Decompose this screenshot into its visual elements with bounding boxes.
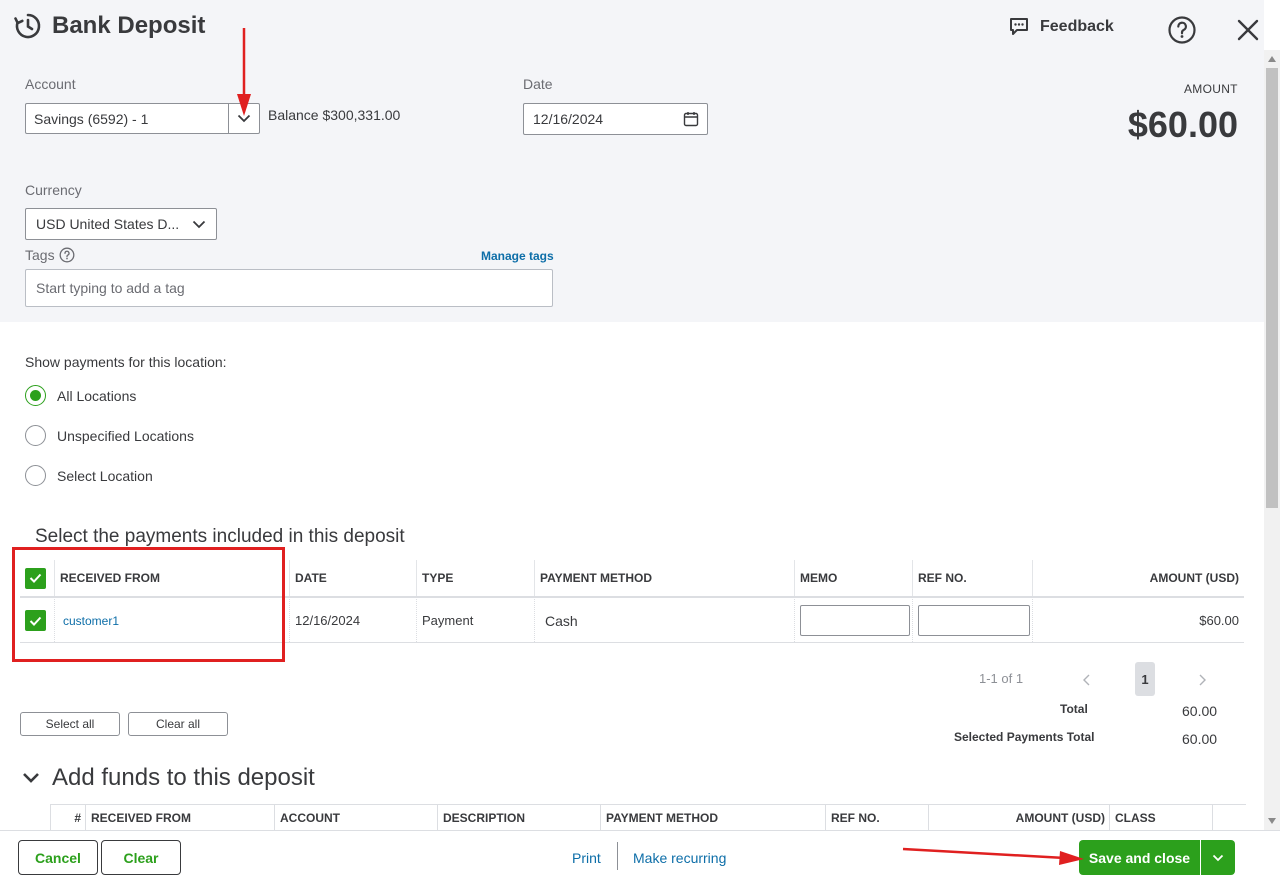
title-row: Bank Deposit [14, 12, 205, 40]
amount-label: AMOUNT [1184, 82, 1238, 96]
radio-all-locations[interactable]: All Locations [25, 385, 136, 406]
footer-bar: Cancel Clear Print Make recurring Save a… [0, 830, 1280, 887]
total-value: 60.00 [1182, 703, 1218, 719]
feedback-button[interactable]: Feedback [1008, 16, 1114, 38]
selected-total-value: 60.00 [1182, 731, 1218, 747]
page-title: Bank Deposit [52, 12, 206, 39]
main-area [0, 322, 1264, 830]
radio-label: All Locations [57, 387, 137, 404]
row-memo-cell [795, 599, 913, 642]
close-icon[interactable] [1234, 16, 1262, 44]
row-type: Payment [417, 599, 535, 642]
customer-link[interactable]: customer1 [63, 613, 120, 628]
col-account: ACCOUNT [274, 805, 437, 831]
manage-tags-link[interactable]: Manage tags [481, 249, 554, 263]
check-icon [29, 573, 42, 583]
radio-select-location[interactable]: Select Location [25, 465, 153, 486]
location-label: Show payments for this location: [25, 354, 227, 370]
col-date[interactable]: DATE [290, 560, 417, 596]
radio-unspecified-locations[interactable]: Unspecified Locations [25, 425, 194, 446]
radio-button[interactable] [25, 425, 46, 446]
row-checkbox-cell [20, 599, 55, 642]
help-icon[interactable] [1167, 15, 1197, 45]
account-value: Savings (6592) - 1 [34, 110, 149, 127]
currency-label: Currency [25, 182, 82, 198]
selected-total-label: Selected Payments Total [954, 730, 1095, 744]
col-description: DESCRIPTION [437, 805, 600, 831]
check-icon [29, 616, 42, 626]
payments-section-title: Select the payments included in this dep… [35, 526, 405, 547]
radio-button[interactable] [25, 385, 46, 406]
tags-label-row: Tags [25, 247, 75, 263]
footer-divider [617, 842, 618, 870]
chevron-down-icon [23, 773, 39, 783]
save-and-close-button[interactable]: Save and close [1079, 840, 1200, 875]
memo-input[interactable] [800, 605, 910, 636]
date-label: Date [523, 76, 553, 92]
col-spacer [1212, 805, 1246, 831]
radio-label: Unspecified Locations [57, 427, 194, 444]
funds-table-header: # RECEIVED FROM ACCOUNT DESCRIPTION PAYM… [50, 804, 1246, 831]
account-select[interactable]: Savings (6592) - 1 [25, 103, 260, 134]
amount-value: $60.00 [1127, 104, 1238, 145]
save-options-dropdown[interactable] [1201, 840, 1235, 875]
radio-label: Select Location [57, 467, 153, 484]
col-payment-method[interactable]: PAYMENT METHOD [535, 560, 795, 596]
cancel-button[interactable]: Cancel [18, 840, 98, 875]
col-number: # [50, 805, 85, 831]
date-value: 12/16/2024 [533, 111, 604, 127]
page-1-button[interactable]: 1 [1135, 662, 1155, 696]
col-received-from[interactable]: RECEIVED FROM [55, 560, 290, 596]
make-recurring-link[interactable]: Make recurring [633, 850, 727, 866]
ref-no-input[interactable] [918, 605, 1030, 636]
table-row: customer1 12/16/2024 Payment Cash $60.00 [20, 599, 1244, 643]
account-label: Account [25, 76, 76, 92]
scrollbar-thumb[interactable] [1266, 68, 1278, 508]
info-icon[interactable] [59, 247, 75, 263]
select-all-button[interactable]: Select all [20, 712, 120, 736]
chevron-down-icon [192, 220, 206, 228]
total-label: Total [1060, 702, 1088, 716]
col-class: CLASS [1109, 805, 1212, 831]
account-balance: Balance $300,331.00 [268, 107, 401, 123]
table-header-row: RECEIVED FROM DATE TYPE PAYMENT METHOD M… [20, 560, 1244, 598]
col-amount[interactable]: AMOUNT (USD) [1149, 571, 1239, 585]
row-ref-cell [913, 599, 1033, 642]
row-received-from: customer1 [55, 599, 290, 642]
col-received-from: RECEIVED FROM [85, 805, 274, 831]
feedback-icon [1010, 18, 1028, 35]
date-field[interactable]: 12/16/2024 [523, 103, 708, 135]
col-payment-method: PAYMENT METHOD [600, 805, 825, 831]
history-icon[interactable] [14, 12, 42, 40]
col-ref-no[interactable]: REF NO. [913, 560, 1033, 596]
add-funds-title: Add funds to this deposit [52, 764, 315, 791]
account-dropdown-toggle[interactable] [228, 104, 259, 133]
col-ref-no: REF NO. [825, 805, 928, 831]
clear-all-button[interactable]: Clear all [128, 712, 228, 736]
col-type[interactable]: TYPE [417, 560, 535, 596]
chevron-down-icon [1212, 854, 1224, 861]
radio-button[interactable] [25, 465, 46, 486]
row-amount: $60.00 [1199, 613, 1239, 628]
add-funds-toggle[interactable]: Add funds to this deposit [22, 764, 315, 792]
header-checkbox-cell [20, 560, 55, 596]
col-amount: AMOUNT (USD) [928, 805, 1109, 831]
row-payment-method: Cash [535, 599, 795, 642]
print-link[interactable]: Print [572, 850, 601, 866]
select-all-checkbox[interactable] [25, 567, 46, 589]
chevron-down-icon [237, 114, 251, 123]
tags-label: Tags [25, 247, 55, 263]
feedback-label: Feedback [1040, 18, 1114, 35]
pagination-label: 1-1 of 1 [979, 671, 1024, 686]
col-memo[interactable]: MEMO [795, 560, 913, 596]
currency-value: USD United States D... [36, 216, 180, 232]
clear-button[interactable]: Clear [101, 840, 181, 875]
calendar-icon[interactable] [683, 111, 699, 127]
currency-select[interactable]: USD United States D... [25, 208, 217, 240]
header-area [0, 0, 1264, 322]
tags-input[interactable] [25, 269, 553, 307]
row-date: 12/16/2024 [290, 599, 417, 642]
row-checkbox[interactable] [25, 610, 46, 631]
